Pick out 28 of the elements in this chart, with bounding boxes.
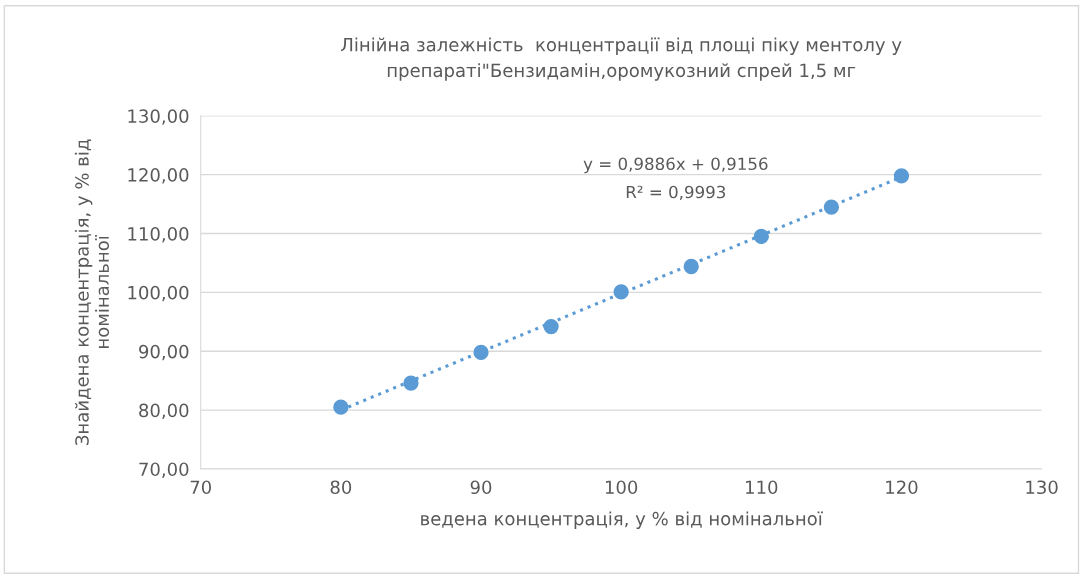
x-tick-label: 70 xyxy=(190,480,212,495)
x-tick-label: 120 xyxy=(886,480,918,495)
y-tick-label: 110,00 xyxy=(128,226,189,243)
point xyxy=(333,399,349,415)
x-tick-label: 110 xyxy=(746,480,778,495)
point xyxy=(683,258,699,275)
point xyxy=(473,344,489,361)
x-tick-label: 130 xyxy=(1026,480,1058,495)
x-tick-label: 90 xyxy=(470,480,492,495)
point xyxy=(403,375,419,391)
chart-title: Лінійна залежність концентрації від площі піку ментолу у препараті"Бензидамін,оромукозний спрей 1,5 мг xyxy=(341,37,902,81)
point xyxy=(823,199,840,215)
y-tick-label: 90,00 xyxy=(139,344,189,361)
point xyxy=(543,318,559,335)
x-tick-label: 80 xyxy=(330,480,352,495)
y-axis-title: Знайдена концентрація, у % від номінальної xyxy=(74,139,110,445)
annotation: y = 0,9886x + 0,9156 xyxy=(583,157,768,174)
y-tick-label: 70,00 xyxy=(139,462,189,478)
y-tick-label: 100,00 xyxy=(128,285,189,302)
point xyxy=(893,168,910,184)
point xyxy=(753,228,769,245)
point xyxy=(613,284,629,300)
x-tick-label: 100 xyxy=(605,480,638,495)
y-tick-label: 80,00 xyxy=(139,403,189,420)
y-tick-label: 120,00 xyxy=(128,168,189,184)
y-tick-label: 130,00 xyxy=(128,109,189,125)
annotation: R² = 0,9993 xyxy=(626,185,726,201)
x-axis-title: ведена концентрація, у % від номінальної xyxy=(421,511,823,529)
